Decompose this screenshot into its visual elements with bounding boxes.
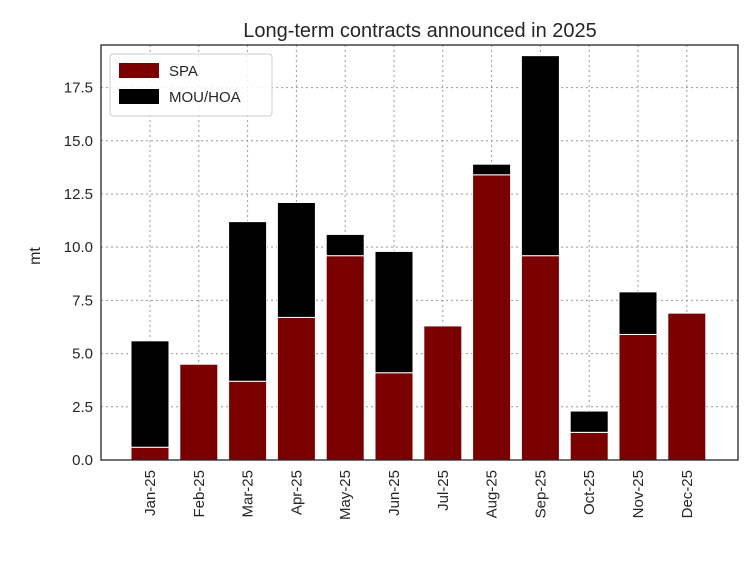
- plot-frame: [100, 44, 739, 461]
- legend-swatch: [119, 63, 159, 78]
- y-axis-label: mt: [27, 247, 44, 265]
- y-tick-label: 5.0: [72, 346, 93, 363]
- bar-spa-jan-25: [130, 446, 170, 461]
- bar-mou-hoa-apr-25: [276, 201, 316, 318]
- y-tick-label: 12.5: [64, 186, 93, 203]
- x-tick-label: Mar-25: [240, 470, 257, 518]
- x-tick-label: Aug-25: [484, 470, 501, 518]
- y-tick-label: 10.0: [64, 239, 93, 256]
- x-tick-label: Apr-25: [288, 470, 305, 515]
- bar-mou-hoa-aug-25: [472, 163, 512, 176]
- x-tick-label: Jan-25: [142, 470, 159, 516]
- bar-mou-hoa-sep-25: [520, 55, 560, 257]
- bar-spa-feb-25: [179, 363, 219, 461]
- y-tick-label: 15.0: [64, 133, 93, 150]
- y-tick-label: 7.5: [72, 292, 93, 309]
- legend-swatch: [119, 89, 159, 104]
- bar-spa-aug-25: [472, 174, 512, 461]
- y-tick-label: 0.0: [72, 452, 93, 469]
- bar-mou-hoa-nov-25: [618, 291, 658, 335]
- x-tick-label: Feb-25: [191, 470, 208, 518]
- x-ticks: Jan-25 Feb-25 Mar-25 Apr-25 May-25 Jun-25 Jul-…: [142, 470, 696, 520]
- x-tick-label: Jul-25: [435, 470, 452, 511]
- bar-spa-jun-25: [374, 372, 414, 461]
- legend-label: SPA: [169, 63, 198, 80]
- x-tick-label: Oct-25: [581, 470, 598, 515]
- bar-spa-apr-25: [276, 316, 316, 461]
- bars: [130, 55, 707, 461]
- y-tick-label: 17.5: [64, 80, 93, 97]
- bar-spa-may-25: [325, 255, 365, 461]
- x-tick-label: Dec-25: [679, 470, 696, 518]
- bar-mou-hoa-jun-25: [374, 250, 414, 374]
- x-tick-label: May-25: [337, 470, 354, 520]
- y-tick-label: 2.5: [72, 399, 93, 416]
- bar-spa-jul-25: [423, 325, 463, 461]
- bar-spa-nov-25: [618, 333, 658, 461]
- x-tick-label: Jun-25: [386, 470, 403, 516]
- bar-spa-mar-25: [228, 380, 268, 461]
- legend-label: MOU/HOA: [169, 89, 241, 106]
- bar-mou-hoa-jan-25: [130, 340, 170, 448]
- y-ticks: 0.0 2.5 5.0 7.5 10.0 12.5 15.0 17.5: [64, 80, 93, 469]
- x-tick-label: Nov-25: [630, 470, 647, 518]
- bar-mou-hoa-mar-25: [228, 221, 268, 382]
- bar-spa-dec-25: [667, 312, 707, 461]
- x-tick-label: Sep-25: [532, 470, 549, 518]
- bar-spa-oct-25: [569, 431, 609, 461]
- bar-mou-hoa-oct-25: [569, 410, 609, 433]
- legend: SPA MOU/HOA: [109, 53, 273, 117]
- chart-title: Long-term contracts announced in 2025: [243, 20, 597, 42]
- bar-spa-sep-25: [520, 255, 560, 461]
- bar-mou-hoa-may-25: [325, 233, 365, 257]
